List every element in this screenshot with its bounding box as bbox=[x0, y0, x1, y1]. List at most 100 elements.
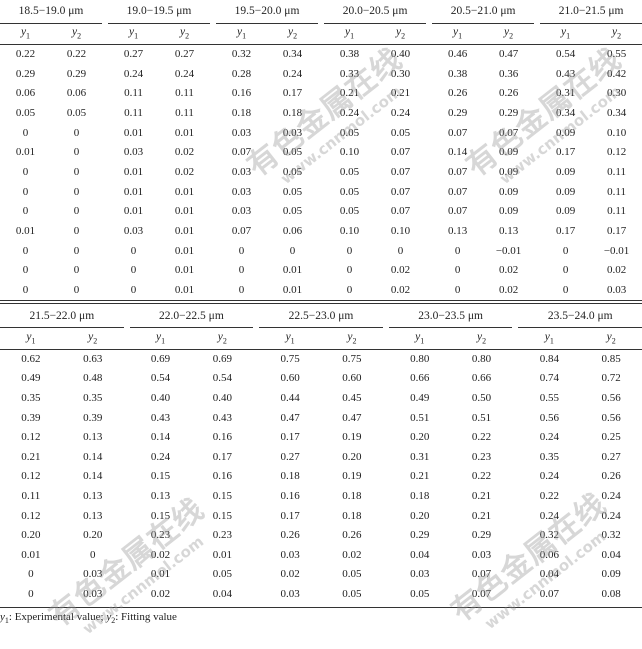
experimental-value-cell: 0.18 bbox=[280, 470, 300, 483]
experimental-value-cell: 0.01 bbox=[123, 126, 144, 139]
y2-column-header: y2 bbox=[450, 327, 513, 350]
fitting-value-cell: 0.56 bbox=[601, 411, 621, 424]
table-divider-rule-2 bbox=[0, 303, 642, 304]
experimental-value-cell: 0.03 bbox=[123, 146, 144, 159]
experimental-value-cell: 0.07 bbox=[539, 587, 559, 600]
fitting-value-cell: 0.01 bbox=[174, 264, 195, 277]
footnote: y1: Experimental value; y2: Fitting valu… bbox=[0, 611, 177, 625]
fitting-value-cell: 0 bbox=[289, 244, 296, 257]
experimental-value-cell: 0.32 bbox=[539, 529, 559, 542]
experimental-value-cell: 0.01 bbox=[15, 146, 36, 159]
experimental-value-cell: 0.74 bbox=[539, 372, 559, 385]
experimental-value-cell: 0.11 bbox=[124, 106, 143, 119]
experimental-value-cell: 0.01 bbox=[123, 165, 144, 178]
fitting-value-cell: 0.01 bbox=[212, 548, 232, 561]
experimental-value-cell: 0.14 bbox=[447, 146, 468, 159]
experimental-value-cell: 0.13 bbox=[150, 489, 171, 502]
fitting-value-cell: 0.23 bbox=[471, 450, 492, 463]
experimental-value-cell: 0.38 bbox=[339, 48, 360, 61]
size-range-header: 23.0−23.5 μm bbox=[388, 305, 513, 328]
experimental-value-cell: 0.46 bbox=[447, 48, 468, 61]
fitting-value-cell: 0.02 bbox=[498, 284, 519, 297]
experimental-value-cell: 0.32 bbox=[231, 48, 252, 61]
top-data-table: 18.5−19.0 μm 19.0−19.5 μm 19.5−20.0 μm 20.0… bbox=[0, 0, 642, 300]
fitting-value-cell: 0.72 bbox=[601, 372, 621, 385]
fitting-value-cell: 0.47 bbox=[498, 48, 519, 61]
fitting-value-cell: 0.47 bbox=[342, 411, 362, 424]
fitting-value-cell: 0.85 bbox=[601, 353, 621, 366]
fitting-value-cell: 0.15 bbox=[212, 489, 232, 502]
fitting-value-cell: 0.09 bbox=[498, 165, 519, 178]
experimental-value-cell: 0.03 bbox=[231, 165, 252, 178]
experimental-value-cell: 0.01 bbox=[150, 568, 171, 581]
experimental-value-cell: 0.17 bbox=[555, 146, 576, 159]
fitting-value-cell: 0.05 bbox=[390, 126, 411, 139]
fitting-value-cell: 0.05 bbox=[282, 205, 303, 218]
fitting-value-cell: −0.01 bbox=[495, 244, 522, 257]
y2-column-header: y2 bbox=[267, 23, 319, 45]
y2-column-header: y2 bbox=[191, 327, 254, 350]
y1-column-header: y1 bbox=[129, 327, 192, 350]
experimental-value-cell: 0.09 bbox=[555, 205, 576, 218]
fitting-value-cell: 0.07 bbox=[471, 568, 492, 581]
experimental-value-cell: 0.40 bbox=[150, 391, 171, 404]
size-range-header: 20.0−20.5 μm bbox=[324, 0, 427, 24]
fitting-value-cell: 0.03 bbox=[471, 548, 492, 561]
fitting-value-cell: 0 bbox=[89, 548, 96, 561]
fitting-value-cell: 0.17 bbox=[282, 87, 303, 100]
experimental-value-cell: 0 bbox=[22, 185, 29, 198]
footnote-y1-symbol: y bbox=[0, 611, 5, 623]
fitting-value-cell: 0.29 bbox=[498, 106, 519, 119]
y1-column-header: y1 bbox=[324, 23, 376, 45]
fitting-value-cell: 0.22 bbox=[471, 431, 492, 444]
fitting-value-cell: 0.01 bbox=[174, 284, 195, 297]
experimental-value-cell: 0 bbox=[130, 264, 137, 277]
experimental-value-cell: 0 bbox=[22, 205, 29, 218]
fitting-value-cell: 0.07 bbox=[390, 165, 411, 178]
y2-column-header: y2 bbox=[483, 23, 535, 45]
fitting-value-cell: 0.09 bbox=[498, 185, 519, 198]
experimental-value-cell: 0.69 bbox=[150, 353, 171, 366]
experimental-value-cell: 0.05 bbox=[15, 106, 36, 119]
experimental-value-cell: 0.21 bbox=[21, 450, 41, 463]
fitting-value-cell: 0.02 bbox=[174, 165, 195, 178]
table-row: 0.22 0.22 0.27 0.27 0.32 0.34 0.38 0.40 0.46 0.47… bbox=[0, 44, 642, 64]
fitting-value-cell: 0.03 bbox=[83, 568, 103, 581]
fitting-value-cell: 0.11 bbox=[607, 185, 626, 198]
fitting-value-cell: 0.11 bbox=[607, 205, 626, 218]
experimental-value-cell: 0.05 bbox=[339, 165, 360, 178]
experimental-value-cell: 0.07 bbox=[447, 185, 468, 198]
experimental-value-cell: 0.55 bbox=[539, 391, 559, 404]
y2-column-header: y2 bbox=[375, 23, 427, 45]
fitting-value-cell: 0.26 bbox=[498, 87, 519, 100]
experimental-value-cell: 0.43 bbox=[150, 411, 171, 424]
experimental-value-cell: 0.07 bbox=[231, 146, 252, 159]
fitting-value-cell: 0.09 bbox=[601, 568, 621, 581]
fitting-value-cell: 0 bbox=[73, 185, 80, 198]
y1-column-header: y1 bbox=[540, 23, 592, 45]
fitting-value-cell: 0 bbox=[73, 264, 80, 277]
top-table-body: 0.22 0.22 0.27 0.27 0.32 0.34 0.38 0.40 0.46 0.47… bbox=[0, 44, 642, 300]
fitting-value-cell: 0.02 bbox=[342, 548, 362, 561]
experimental-value-cell: 0.16 bbox=[231, 87, 252, 100]
fitting-value-cell: 0.08 bbox=[601, 587, 621, 600]
table-row: 0.01 0 0.03 0.02 0.07 0.05 0.10 0.07 0.14 0.09 0.1… bbox=[0, 142, 642, 162]
fitting-value-cell: 0.36 bbox=[498, 67, 519, 80]
experimental-value-cell: 0.21 bbox=[339, 87, 360, 100]
y1-column-header: y1 bbox=[0, 23, 51, 45]
experimental-value-cell: 0.10 bbox=[339, 225, 360, 238]
size-range-header: 19.0−19.5 μm bbox=[108, 0, 211, 24]
bottom-table-group-header-row: 21.5−22.0 μm 22.0−22.5 μm 22.5−23.0 μm 23.0… bbox=[0, 305, 642, 328]
experimental-value-cell: 0 bbox=[22, 264, 29, 277]
experimental-value-cell: 0.04 bbox=[410, 548, 430, 561]
experimental-value-cell: 0 bbox=[346, 284, 353, 297]
experimental-value-cell: 0 bbox=[130, 244, 137, 257]
experimental-value-cell: 0.02 bbox=[280, 568, 300, 581]
fitting-value-cell: 0.48 bbox=[83, 372, 103, 385]
experimental-value-cell: 0 bbox=[562, 244, 569, 257]
y2-column-header: y2 bbox=[61, 327, 124, 350]
fitting-value-cell: 0.30 bbox=[606, 87, 627, 100]
experimental-value-cell: 0.24 bbox=[150, 450, 171, 463]
fitting-value-cell: 0.18 bbox=[282, 106, 303, 119]
experimental-value-cell: 0 bbox=[562, 264, 569, 277]
